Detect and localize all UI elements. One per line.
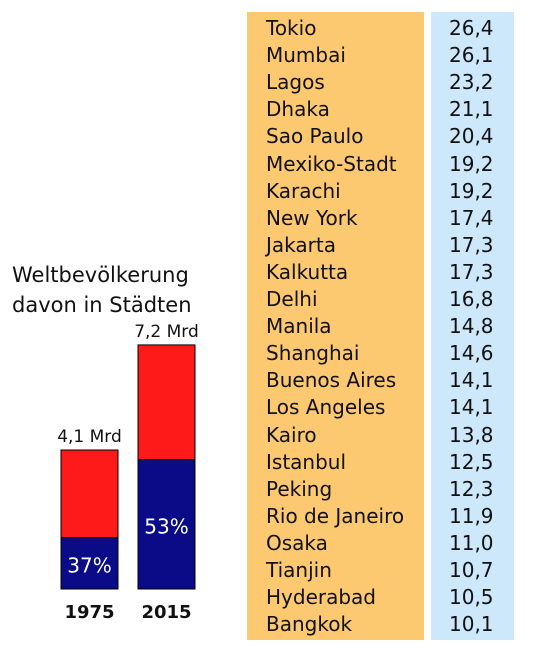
chart-title-line-1: Weltbevölkerung [12, 263, 189, 287]
year-label: 1975 [64, 602, 114, 623]
city-population-value: 26,1 [449, 43, 494, 68]
bar-urban-population [60, 537, 119, 590]
city-population-value: 14,8 [449, 314, 494, 339]
city-population-value: 11,0 [449, 530, 494, 555]
urban-share-label: 37% [67, 553, 111, 577]
bar-urban-population [137, 459, 196, 590]
urban-share-label: 53% [144, 514, 188, 538]
city-population-value: 17,3 [449, 259, 494, 284]
city-name: Kairo [266, 422, 317, 447]
city-population-value: 17,4 [449, 205, 494, 230]
city-population-value: 11,9 [449, 503, 494, 528]
city-population-value: 14,1 [449, 368, 494, 393]
city-name: Jakarta [266, 232, 336, 257]
city-name: Hyderabad [266, 585, 376, 610]
city-population-value: 10,7 [449, 558, 494, 582]
city-population-value: 14,6 [449, 341, 494, 366]
city-name: Sao Paulo [266, 124, 364, 149]
city-name: Los Angeles [266, 395, 386, 420]
bar-world-population [60, 449, 119, 539]
city-name: Delhi [266, 287, 318, 311]
city-name: Manila [266, 314, 332, 339]
city-population-value: 17,3 [449, 232, 494, 257]
total-label: 7,2 Mrd [134, 322, 199, 342]
city-name: Kalkutta [266, 259, 349, 284]
city-name: Tokio [266, 16, 317, 40]
chart-title: Weltbevölkerung davon in Städten [12, 260, 192, 320]
city-population-value: 12,5 [449, 449, 494, 474]
city-population-value: 14,1 [449, 395, 494, 420]
value-column-background [431, 12, 514, 640]
city-name: Mumbai [266, 43, 346, 68]
city-name: Lagos [266, 70, 325, 95]
bar-world-population [137, 344, 196, 461]
city-name: Bangkok [266, 612, 353, 637]
city-name: Dhaka [266, 97, 330, 122]
city-name: Shanghai [266, 341, 360, 366]
city-population-value: 26,4 [449, 16, 494, 40]
city-name: Istanbul [266, 449, 347, 474]
city-population-value: 16,8 [449, 287, 494, 311]
city-population-value: 19,2 [449, 178, 494, 203]
city-population-value: 12,3 [449, 476, 494, 501]
chart-title-line-2: davon in Städten [12, 293, 192, 317]
city-population-value: 23,2 [449, 70, 494, 95]
city-name: Buenos Aires [266, 368, 397, 393]
city-population-value: 19,2 [449, 151, 494, 176]
city-name: Peking [266, 476, 333, 501]
city-population-value: 10,1 [449, 612, 494, 637]
city-column-background [247, 12, 424, 640]
city-population-value: 10,5 [449, 585, 494, 610]
city-name: Tianjin [266, 558, 332, 582]
city-population-value: 20,4 [449, 124, 494, 149]
total-label: 4,1 Mrd [57, 427, 122, 447]
city-name: Osaka [266, 530, 328, 555]
year-label: 2015 [141, 602, 191, 623]
city-name: Mexiko-Stadt [266, 151, 397, 176]
city-name: Rio de Janeiro [266, 503, 405, 528]
city-population-value: 21,1 [449, 97, 494, 122]
city-population-value: 13,8 [449, 422, 494, 447]
city-name: New York [266, 205, 358, 230]
city-name: Karachi [266, 178, 341, 203]
